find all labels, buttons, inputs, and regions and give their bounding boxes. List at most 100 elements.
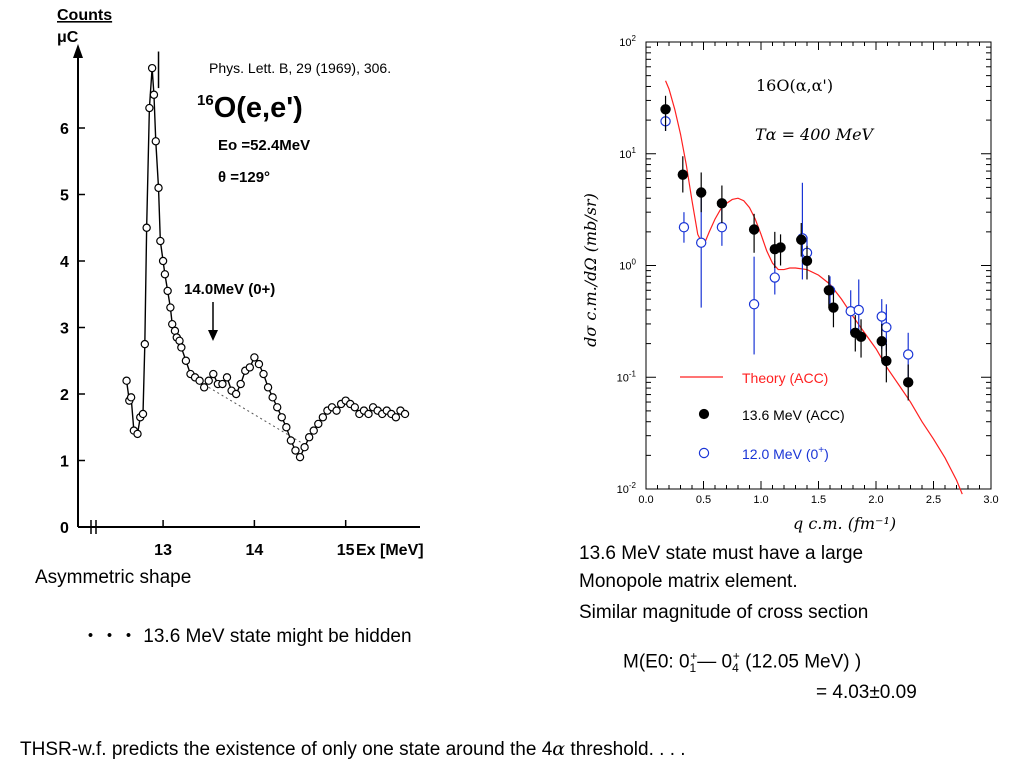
left-y-tick-label: 6 <box>60 121 69 138</box>
right-y-tick-label: 100 <box>619 258 636 273</box>
zero-plus-data-point <box>876 311 887 322</box>
zero-plus-data-point <box>903 349 914 360</box>
left-y-tick-label: 3 <box>60 321 69 338</box>
left-background-curve <box>208 386 305 446</box>
alpha-scattering-chart: 0.0 0.5 1.0 1.5 2.0 2.5 3.0 10-2 10-1 100 101 102 1… <box>581 34 999 533</box>
zero-plus-data-point <box>853 304 864 316</box>
left-data-point <box>309 426 318 435</box>
left-data-point <box>254 359 264 369</box>
left-data-point <box>277 413 286 422</box>
left-y-axis-arrow <box>73 44 83 58</box>
left-x-tick-label: 13 <box>154 542 172 559</box>
formula-energy: (12.05 MeV) ) <box>739 651 862 673</box>
legend-acc-marker <box>698 408 710 420</box>
acc-data-point <box>775 242 786 253</box>
caption-right-1: 13.6 MeV state must have a large <box>579 543 864 564</box>
right-x-tick-label: 3.0 <box>983 494 998 506</box>
zero-plus-data-point <box>881 322 892 333</box>
reaction-main: O(e,e') <box>214 92 303 124</box>
left-data-point <box>263 383 273 392</box>
formula-sup2: + <box>732 649 740 663</box>
left-data-point <box>222 373 232 382</box>
legend: Theory (ACC) 13.6 MeV (ACC) 12.0 MeV (0+) <box>680 370 845 462</box>
left-data-point <box>145 103 154 113</box>
left-y-tick-label: 2 <box>60 387 69 404</box>
zero-plus-data-point <box>716 222 728 233</box>
peak-arrow-head <box>208 330 218 341</box>
left-data-point <box>304 433 314 442</box>
left-data-point <box>268 393 277 402</box>
caption-asymmetric: Asymmetric shape <box>35 567 192 588</box>
acc-data-point <box>881 355 892 367</box>
left-data-point <box>133 429 142 439</box>
right-x-tick-label: 1.0 <box>753 494 768 506</box>
acc-data-point <box>748 224 760 235</box>
left-data-point <box>195 376 204 385</box>
left-data-point <box>291 446 300 455</box>
formula-sub1: 1 <box>689 661 697 676</box>
formula-dash: — 0 <box>697 651 733 673</box>
zero-plus-data-point <box>678 222 690 233</box>
acc-data-point <box>855 331 867 343</box>
left-data-point <box>166 303 175 312</box>
left-data-point <box>259 369 268 379</box>
left-data-point <box>122 376 131 385</box>
left-data-point <box>295 452 305 462</box>
left-data-point <box>250 353 259 362</box>
left-data-point <box>160 270 170 279</box>
acc-data-point <box>796 234 807 245</box>
right-chart-ylabel: dσ c.m./dΩ (mb/sr) <box>581 193 600 347</box>
left-data-point <box>209 369 218 379</box>
right-chart-energy: Tα = 400 MeV <box>755 125 875 144</box>
right-x-tick-label: 2.0 <box>868 494 883 506</box>
acc-data-point <box>876 336 887 347</box>
caption-right-2: Monopole matrix element. <box>579 571 798 592</box>
right-chart-xlabel: q c.m. (fm⁻¹) <box>793 514 896 533</box>
right-chart-reaction: 16O(α,α') <box>756 76 833 95</box>
formula-prefix: M(E0: 0 <box>623 651 690 673</box>
caption-right-3: Similar magnitude of cross section <box>579 602 869 623</box>
acc-data-point <box>716 198 728 209</box>
left-data-point <box>282 423 291 432</box>
left-chart-energy: Eo =52.4MeV <box>218 137 310 154</box>
left-data-point <box>300 443 309 452</box>
formula-sup1: + <box>690 649 698 663</box>
zero-plus-data-point <box>769 272 780 283</box>
right-y-tick-label: 101 <box>619 146 636 161</box>
left-data-point <box>204 376 213 385</box>
left-chart-peak-annotation: 14.0MeV (0+) <box>184 281 275 298</box>
left-data-point <box>126 393 136 402</box>
acc-data-point <box>695 187 707 198</box>
left-chart-angle: θ =129° <box>218 169 270 186</box>
right-x-tick-label: 1.5 <box>811 494 826 506</box>
left-data-point <box>400 409 410 419</box>
left-x-tick-label: 14 <box>245 542 263 559</box>
reaction-superscript: 16 <box>197 92 214 109</box>
left-y-tick-label: 5 <box>60 188 69 205</box>
left-data-point <box>158 256 168 266</box>
left-data-point <box>350 403 360 412</box>
left-data-point <box>154 183 163 193</box>
left-y-tick-label: 4 <box>60 254 69 271</box>
left-data-point <box>156 236 165 246</box>
left-data-point <box>231 389 241 399</box>
formula-sub2: 4 <box>732 661 739 676</box>
left-data-point <box>364 409 373 419</box>
bottom-statement-pre: THSR-w.f. predicts the existence of only… <box>20 739 553 760</box>
bottom-statement: THSR-w.f. predicts the existence of only… <box>20 737 686 762</box>
left-data-point <box>332 406 341 415</box>
matrix-element-formula: M(E0: 01+— 04+ (12.05 MeV) ) <box>623 644 861 681</box>
left-chart-reference: Phys. Lett. B, 29 (1969), 306. <box>209 60 391 76</box>
left-data-point <box>273 403 282 412</box>
left-chart-xlabel: Ex [MeV] <box>356 542 424 559</box>
left-data-point <box>218 379 227 389</box>
acc-data-point <box>801 255 813 267</box>
right-y-tick-label: 102 <box>619 34 636 49</box>
left-data-point <box>147 63 157 73</box>
caption-hidden-state: ・・・ 13.6 MeV state might be hidden <box>81 626 412 647</box>
left-data-point <box>314 419 323 429</box>
right-x-tick-label: 0.5 <box>696 494 711 506</box>
left-data-point <box>391 413 401 422</box>
left-data-point <box>236 379 245 389</box>
zero-plus-data-point <box>695 237 707 248</box>
